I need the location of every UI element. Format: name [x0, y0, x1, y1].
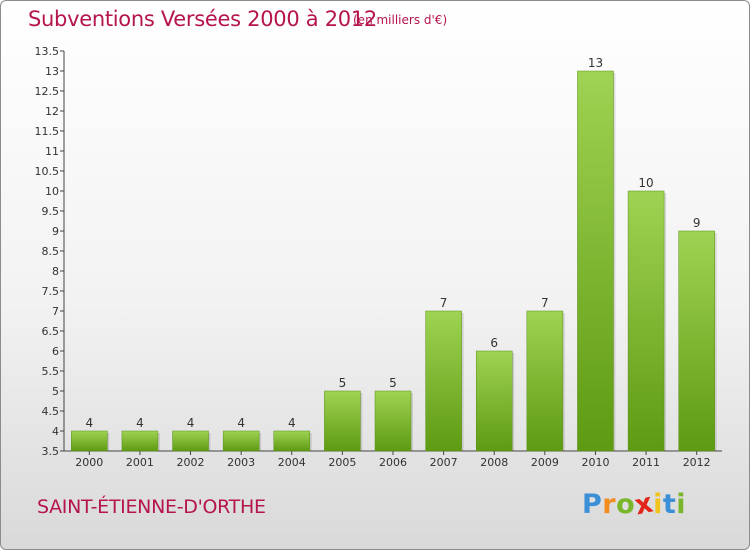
logo-letter: i: [653, 489, 663, 520]
y-axis: 3.5 4 4.5 5 5.5 6 6.5 7 7.5 8 8.5 9 9.5 10 10.5 11 11.5 1…: [35, 45, 65, 458]
y-tick-label: 10.5: [35, 165, 60, 178]
y-tick-label: 10: [45, 185, 59, 198]
y-tick-label: 4.5: [42, 405, 60, 418]
x-tick-label: 2010: [581, 456, 609, 469]
bar: [678, 230, 715, 452]
x-tick-label: 2001: [126, 456, 154, 469]
y-tick-label: 8.5: [42, 245, 60, 258]
x-tick-label: 2007: [430, 456, 458, 469]
data-label: 5: [339, 376, 347, 390]
y-tick-label: 5: [52, 385, 59, 398]
bar: [324, 390, 361, 452]
data-label: 9: [693, 216, 701, 230]
data-label: 13: [588, 56, 603, 70]
bar: [222, 430, 260, 452]
bar: [475, 350, 513, 452]
chart-title: Subventions Versées 2000 à 2012: [28, 7, 377, 31]
logo-letter: r: [602, 489, 617, 520]
data-label: 4: [136, 416, 144, 430]
bar: [121, 430, 159, 452]
y-tick-label: 6.5: [42, 325, 60, 338]
y-tick-label: 9: [52, 225, 59, 238]
y-tick-label: 11: [45, 145, 59, 158]
data-label: 7: [541, 296, 549, 310]
bar: [374, 390, 412, 452]
y-tick-label: 13.5: [35, 45, 60, 58]
logo-letter: t: [662, 489, 677, 520]
bar: [172, 430, 209, 452]
logo-letter: P: [582, 489, 603, 520]
x-tick-label: 2004: [278, 456, 306, 469]
logo-letter: i: [676, 489, 687, 520]
y-tick-label: 3.5: [42, 445, 60, 458]
y-tick-label: 11.5: [35, 125, 60, 138]
data-label: 4: [237, 416, 245, 430]
x-tick-label: 2000: [75, 456, 103, 469]
y-tick-label: 12.5: [35, 85, 60, 98]
x-tick-label: 2012: [683, 456, 711, 469]
y-tick-label: 6: [52, 345, 59, 358]
data-label: 4: [187, 416, 195, 430]
bar: [627, 190, 665, 452]
data-label: 5: [389, 376, 397, 390]
x-tick-label: 2003: [227, 456, 255, 469]
y-tick-label: 5.5: [42, 365, 60, 378]
bars: 4 4 4 4 4 5 5 7 6 7 13 10 9: [71, 56, 717, 452]
x-tick-label: 2009: [531, 456, 559, 469]
chart-subtitle: (en milliers d'€): [353, 13, 448, 27]
logo-letter: o: [616, 489, 636, 520]
data-label: 4: [85, 416, 93, 430]
bar: [526, 310, 564, 452]
y-tick-label: 13: [45, 65, 59, 78]
bar: [71, 430, 108, 452]
data-label: 6: [490, 336, 498, 350]
y-tick-label: 9.5: [42, 205, 60, 218]
y-tick-label: 7.5: [42, 285, 60, 298]
x-tick-label: 2005: [328, 456, 356, 469]
x-tick-label: 2006: [379, 456, 407, 469]
data-label: 4: [288, 416, 296, 430]
y-tick-label: 8: [52, 265, 59, 278]
commune-name: SAINT-ÉTIENNE-D'ORTHE: [37, 496, 266, 518]
x-axis: 2000 2001 2002 2003 2004 2005 2006 2007 2008 2009…: [64, 450, 722, 469]
proxiti-logo[interactable]: Proxiti: [582, 487, 687, 521]
data-label: 10: [638, 176, 653, 190]
bar: [577, 70, 614, 452]
x-tick-label: 2011: [632, 456, 660, 469]
x-tick-label: 2008: [480, 456, 508, 469]
y-tick-label: 4: [52, 425, 59, 438]
bar: [273, 430, 311, 452]
y-tick-label: 12: [45, 105, 59, 118]
bar: [425, 310, 462, 452]
x-tick-label: 2002: [177, 456, 205, 469]
data-label: 7: [440, 296, 448, 310]
y-tick-label: 7: [52, 305, 59, 318]
